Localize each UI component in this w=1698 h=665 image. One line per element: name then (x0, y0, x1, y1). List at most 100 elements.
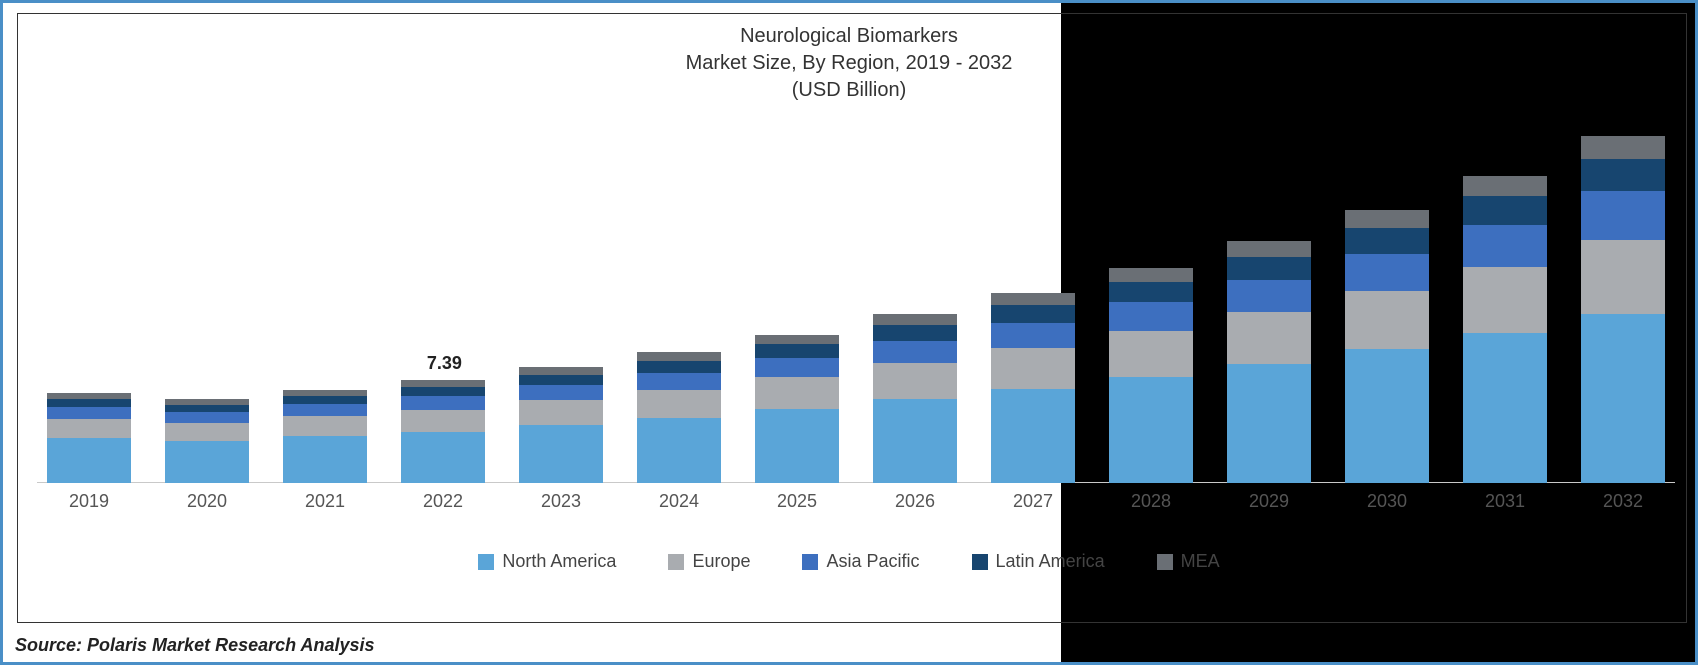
bar-segment (1581, 240, 1665, 314)
bar-segment (1345, 349, 1429, 483)
bar-segment (1227, 280, 1311, 313)
stacked-bar (1109, 268, 1193, 483)
bar-slot (1345, 210, 1429, 483)
bar-segment (519, 385, 603, 400)
bar-segment (401, 387, 485, 396)
stacked-bar (1345, 210, 1429, 483)
x-axis-tick-label: 2030 (1345, 491, 1429, 512)
bar-segment (637, 361, 721, 373)
legend-swatch (972, 554, 988, 570)
bar-segment (519, 367, 603, 374)
bar-slot (401, 380, 485, 483)
bar-segment (165, 441, 249, 483)
stacked-bar (519, 367, 603, 483)
bar-segment (1581, 159, 1665, 192)
stacked-bar (401, 380, 485, 483)
bar-segment (873, 399, 957, 483)
bar-segment (991, 348, 1075, 389)
chart-title: Neurological Biomarkers Market Size, By … (3, 23, 1695, 104)
bar-segment (873, 341, 957, 363)
legend-items: North AmericaEuropeAsia PacificLatin Ame… (478, 551, 1219, 572)
x-axis-tick-label: 2029 (1227, 491, 1311, 512)
legend-item: MEA (1157, 551, 1220, 572)
legend-label: Europe (692, 551, 750, 572)
legend-label: MEA (1181, 551, 1220, 572)
bar-segment (401, 432, 485, 483)
bar-segment (755, 344, 839, 358)
bar-segment (47, 407, 131, 419)
bar-segment (401, 396, 485, 409)
bar-segment (1109, 331, 1193, 377)
bar-segment (1227, 241, 1311, 257)
x-axis-tick-label: 2026 (873, 491, 957, 512)
bar-segment (637, 352, 721, 360)
bar-segment (637, 390, 721, 418)
bar-segment (1345, 210, 1429, 228)
bar-segment (1345, 228, 1429, 253)
bar-segment (165, 412, 249, 423)
bar-segment (873, 314, 957, 325)
stacked-bar (1463, 176, 1547, 483)
stacked-bar (283, 390, 367, 483)
bar-slot (755, 335, 839, 483)
bars-row (37, 143, 1675, 483)
bar-slot (47, 393, 131, 483)
bar-slot (637, 352, 721, 483)
legend-item: Europe (668, 551, 750, 572)
x-axis-tick-label: 2024 (637, 491, 721, 512)
stacked-bar (755, 335, 839, 483)
bar-segment (1109, 302, 1193, 331)
x-axis-tick-label: 2019 (47, 491, 131, 512)
bar-slot (519, 367, 603, 483)
legend-swatch (668, 554, 684, 570)
bar-segment (1227, 257, 1311, 279)
bar-slot (165, 399, 249, 483)
x-axis-tick-label: 2032 (1581, 491, 1665, 512)
x-axis-tick-label: 2023 (519, 491, 603, 512)
bar-segment (47, 438, 131, 483)
legend: North AmericaEuropeAsia PacificLatin Ame… (3, 551, 1695, 575)
bar-slot (1109, 268, 1193, 483)
chart-area (37, 143, 1675, 483)
bar-segment (519, 425, 603, 483)
bar-segment (401, 380, 485, 387)
bar-segment (1463, 196, 1547, 225)
title-line-1: Neurological Biomarkers (3, 23, 1695, 50)
bar-segment (1463, 267, 1547, 333)
x-axis-tick-label: 2020 (165, 491, 249, 512)
x-axis-tick-label: 2021 (283, 491, 367, 512)
stacked-bar (873, 314, 957, 483)
bar-segment (1109, 377, 1193, 483)
source-attribution: Source: Polaris Market Research Analysis (15, 635, 375, 656)
bar-segment (165, 405, 249, 412)
legend-swatch (478, 554, 494, 570)
bar-segment (1345, 291, 1429, 349)
bar-segment (1109, 268, 1193, 282)
bar-segment (401, 410, 485, 432)
bar-segment (1463, 225, 1547, 267)
bar-segment (1463, 333, 1547, 483)
x-axis-tick-label: 2028 (1109, 491, 1193, 512)
bar-slot (873, 314, 957, 483)
bar-segment (755, 335, 839, 345)
bar-segment (283, 396, 367, 405)
bar-slot (283, 390, 367, 483)
bar-segment (1227, 312, 1311, 364)
bar-segment (283, 404, 367, 416)
bar-segment (755, 409, 839, 483)
legend-label: Asia Pacific (826, 551, 919, 572)
legend-item: North America (478, 551, 616, 572)
bar-segment (1581, 191, 1665, 239)
bar-segment (1109, 282, 1193, 302)
bar-segment (637, 418, 721, 483)
bar-segment (1581, 136, 1665, 159)
bar-segment (47, 419, 131, 438)
bar-segment (519, 400, 603, 425)
stacked-bar (991, 293, 1075, 483)
stacked-bar (637, 352, 721, 483)
stacked-bar (1227, 241, 1311, 483)
bar-segment (519, 375, 603, 386)
legend-swatch (1157, 554, 1173, 570)
bar-segment (1227, 364, 1311, 483)
x-axis-labels: 2019202020212022202320242025202620272028… (37, 491, 1675, 512)
